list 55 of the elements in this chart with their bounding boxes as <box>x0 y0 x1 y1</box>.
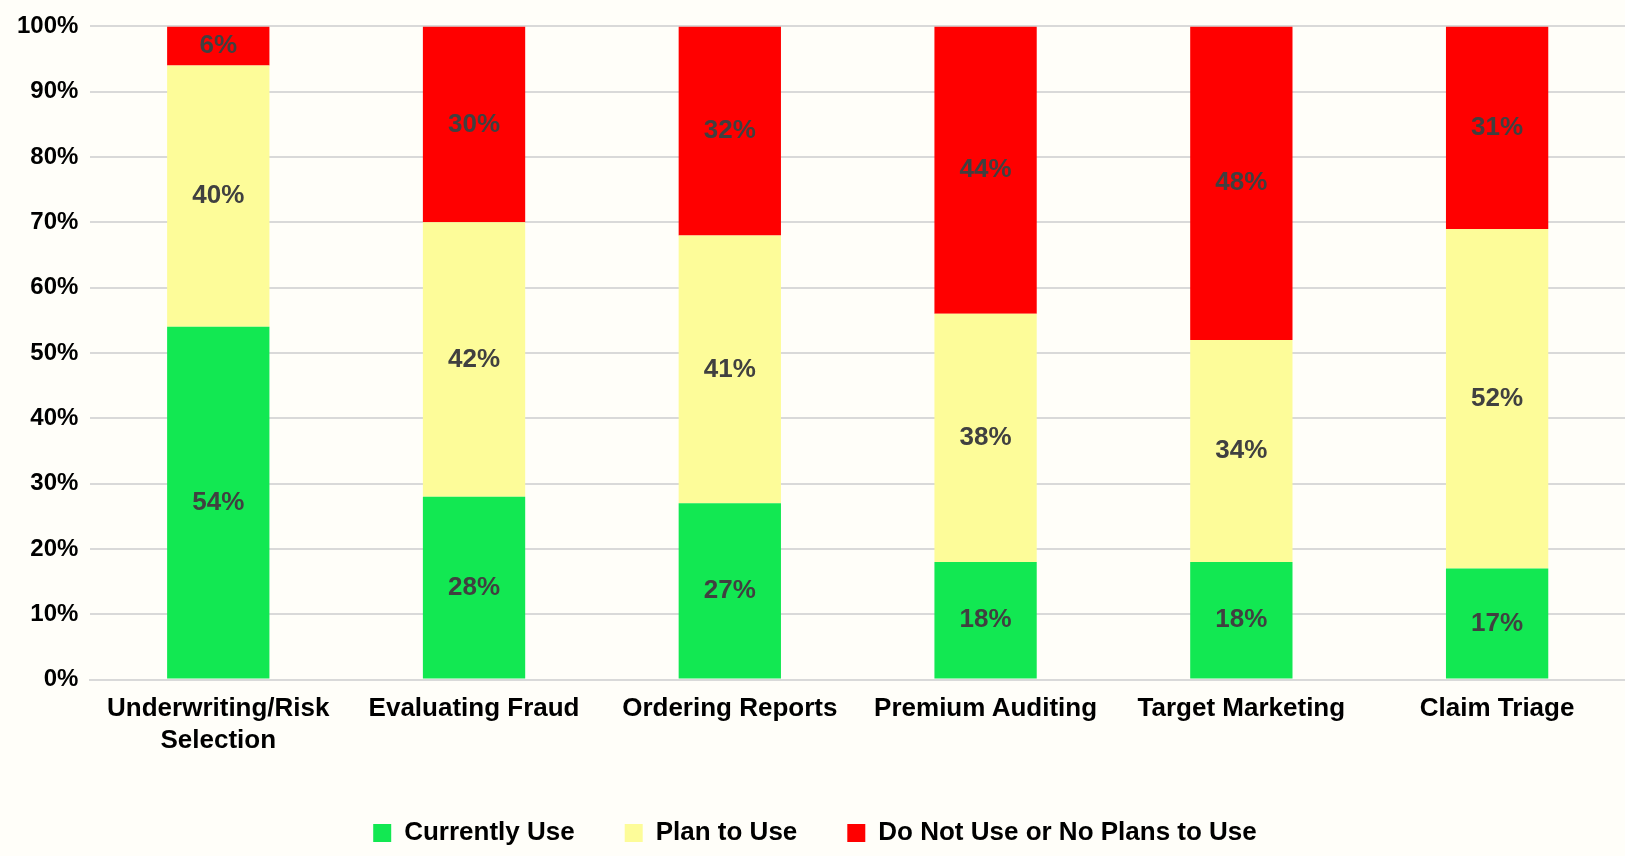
data-label: 18% <box>959 603 1012 634</box>
bar <box>1445 228 1549 569</box>
x-tick-label: Target Marketing <box>1137 692 1346 723</box>
data-label: 38% <box>959 421 1012 452</box>
legend-label: Currently Use <box>404 816 575 847</box>
bar <box>678 235 781 504</box>
data-label: 48% <box>1215 166 1268 197</box>
bar <box>1190 26 1293 340</box>
data-label: 31% <box>1471 110 1524 141</box>
x-tick-label: Claim Triage <box>1419 692 1575 723</box>
y-tick-label: 10% <box>30 598 79 626</box>
bar <box>422 222 526 497</box>
data-label: 52% <box>1471 381 1524 412</box>
bar <box>678 26 781 236</box>
bar <box>1190 339 1293 563</box>
x-tick-label: Premium Auditing <box>874 692 1098 723</box>
legend-label: Plan to Use <box>655 816 798 847</box>
y-tick-label: 70% <box>30 206 79 234</box>
data-label: 44% <box>959 153 1012 184</box>
data-label: 34% <box>1215 434 1268 465</box>
legend-label: Do Not Use or No Plans to Use <box>878 816 1257 847</box>
data-label: 27% <box>703 574 756 605</box>
y-tick-label: 0% <box>43 664 79 692</box>
y-tick-label: 90% <box>30 76 79 104</box>
data-label: 54% <box>192 485 245 516</box>
data-label: 32% <box>703 114 756 145</box>
data-label: 30% <box>448 107 501 138</box>
data-label: 42% <box>448 342 501 373</box>
y-tick-label: 60% <box>30 272 79 300</box>
y-tick-label: 80% <box>30 141 79 169</box>
y-tick-label: 100% <box>16 11 79 39</box>
bar <box>934 313 1037 563</box>
bar <box>167 326 270 679</box>
bar <box>1190 562 1293 679</box>
bar <box>934 26 1037 314</box>
x-tick-label: Evaluating Fraud <box>368 692 580 723</box>
y-tick-label: 50% <box>30 337 79 365</box>
data-label: 17% <box>1471 606 1524 637</box>
x-tick-label: Underwriting/Risk Selection <box>107 692 331 754</box>
bar <box>1445 26 1549 229</box>
data-label: 28% <box>448 570 501 601</box>
y-tick-label: 30% <box>30 468 79 496</box>
y-tick-label: 20% <box>30 533 79 561</box>
bar <box>167 65 270 327</box>
data-label: 18% <box>1215 603 1268 634</box>
bar <box>934 562 1037 679</box>
data-label: 6% <box>199 29 238 60</box>
bar <box>422 26 526 223</box>
data-label: 40% <box>192 179 245 210</box>
bar <box>1445 568 1549 679</box>
x-tick-label: Ordering Reports <box>622 692 838 723</box>
y-tick-label: 40% <box>30 402 79 430</box>
bar <box>678 503 781 679</box>
data-label: 41% <box>703 352 756 383</box>
bar <box>422 496 526 679</box>
